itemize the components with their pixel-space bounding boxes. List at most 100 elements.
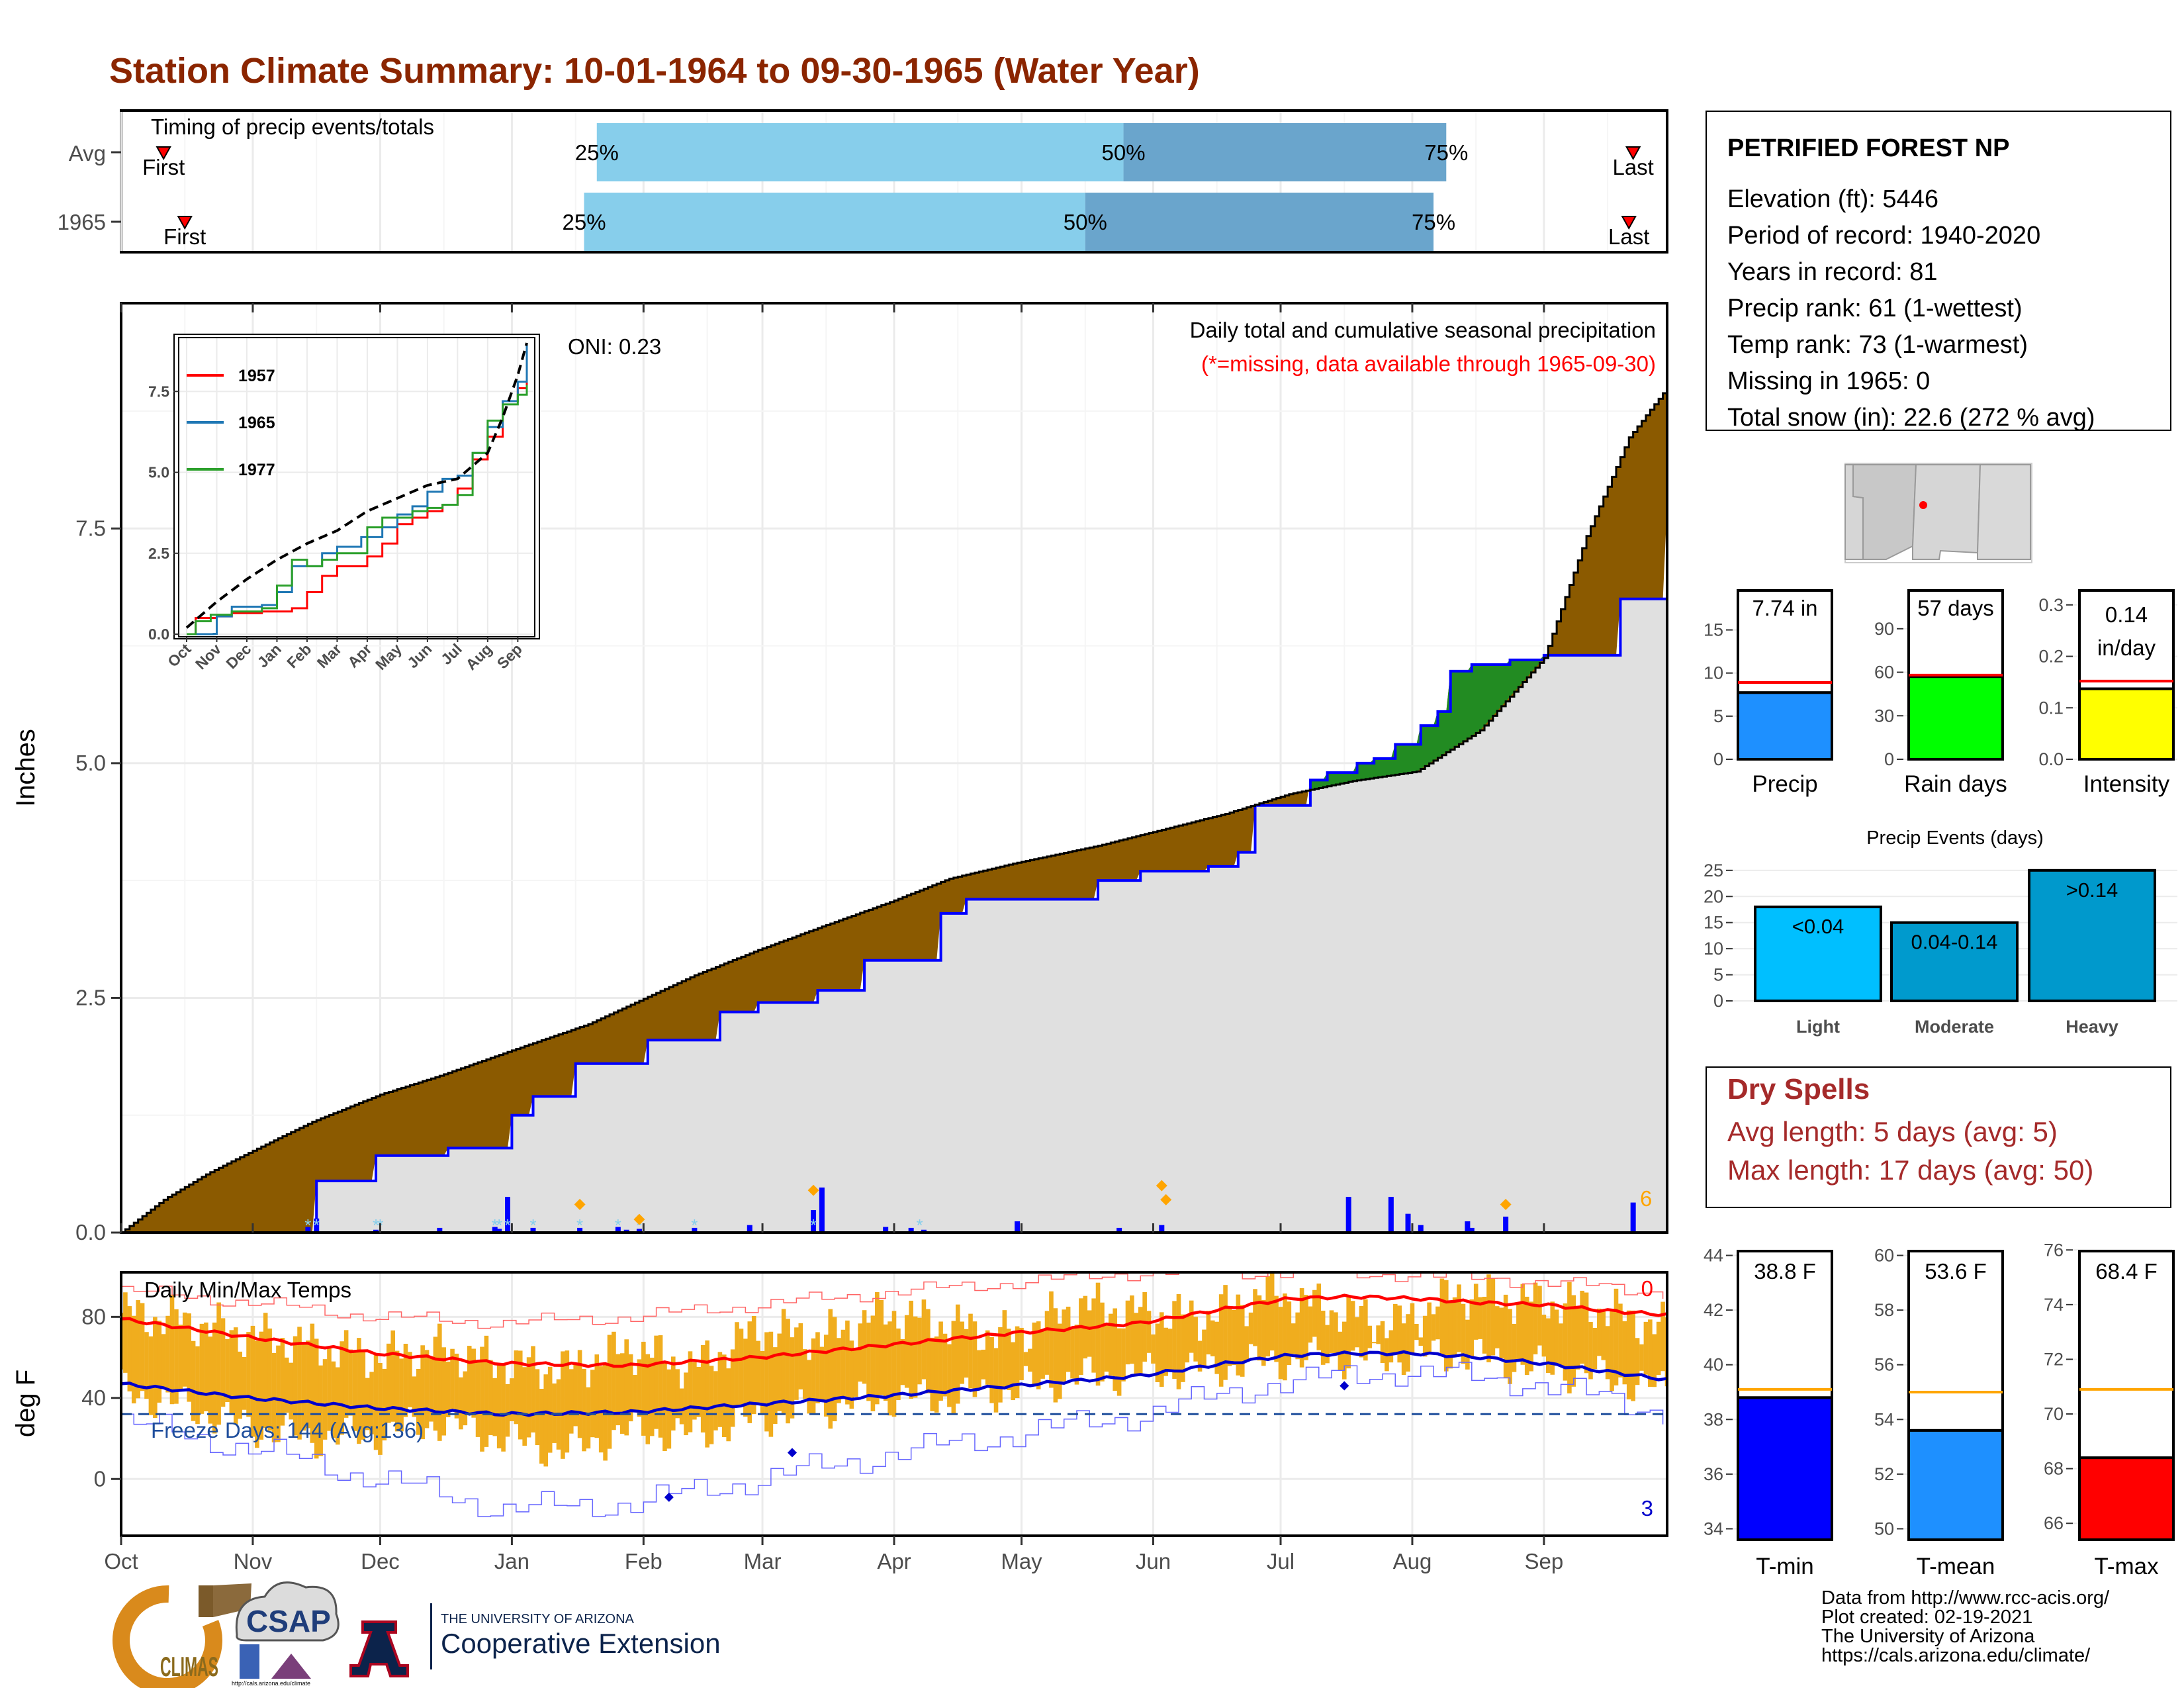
station-line: Years in record: 81 xyxy=(1727,258,1938,286)
inset-average-line xyxy=(185,342,528,629)
mini-y-tick-label: 34 xyxy=(1704,1519,1723,1538)
mini-y-tick-label: 60 xyxy=(1874,663,1894,682)
daily-temp-bar xyxy=(768,1331,774,1437)
mini-y-tick-label: 52 xyxy=(1874,1464,1894,1484)
daily-temp-bar xyxy=(301,1343,306,1431)
daily-temp-bar xyxy=(1062,1309,1067,1382)
daily-temp-bar xyxy=(289,1362,294,1420)
daily-temp-bar xyxy=(721,1354,727,1437)
daily-temp-bar xyxy=(569,1369,574,1434)
daily-temp-bar xyxy=(649,1358,655,1436)
daily-temp-bar xyxy=(1503,1294,1508,1378)
daily-temp-bar xyxy=(1473,1284,1479,1340)
daily-precip-bar xyxy=(1345,1197,1351,1233)
daily-precip-bar xyxy=(908,1227,914,1233)
daily-temp-bar xyxy=(1465,1319,1470,1370)
rain-days-bar xyxy=(1907,675,2004,761)
credit-line: Data from http://www.rcc-acis.org/ xyxy=(1821,1587,2110,1609)
daily-temp-bar xyxy=(832,1317,837,1422)
t-max-value-label: 68.4 F xyxy=(2095,1259,2158,1284)
daily-temp-bar xyxy=(1036,1321,1041,1389)
daily-temp-bar xyxy=(394,1350,400,1432)
daily-temp-bar xyxy=(1002,1310,1007,1389)
daily-temp-bar xyxy=(845,1320,850,1405)
daily-temp-bar xyxy=(735,1322,739,1408)
daily-precip-bar xyxy=(819,1187,825,1233)
daily-temp-bar xyxy=(535,1369,540,1446)
daily-precip-bar xyxy=(373,1229,379,1233)
daily-temp-bar xyxy=(220,1318,226,1407)
daily-temp-bar xyxy=(387,1343,391,1423)
daily-temp-bar xyxy=(1597,1308,1602,1356)
daily-temp-bar xyxy=(424,1350,430,1429)
daily-temp-bar xyxy=(178,1325,183,1391)
temp-y-tick-label: 40 xyxy=(81,1385,106,1410)
daily-temp-bar xyxy=(1197,1340,1203,1372)
inset-y-tick-label: 2.5 xyxy=(148,545,169,562)
daily-temp-bar xyxy=(1028,1348,1032,1372)
daily-temp-bar xyxy=(1338,1331,1343,1371)
daily-temp-bar xyxy=(1567,1282,1572,1393)
daily-temp-bar xyxy=(165,1315,170,1393)
daily-temp-bar xyxy=(658,1335,663,1438)
daily-temp-bar xyxy=(1189,1300,1194,1353)
daily-temp-bar xyxy=(1346,1295,1351,1369)
daily-temp-bar xyxy=(1482,1297,1487,1354)
daily-temp-bar xyxy=(900,1338,905,1385)
daily-temp-bar xyxy=(866,1323,871,1401)
daily-temp-bar xyxy=(1499,1307,1504,1358)
mini-y-tick-label: 68 xyxy=(2044,1459,2064,1479)
daily-temp-bar xyxy=(1232,1309,1236,1366)
daily-precip-bar xyxy=(623,1229,629,1233)
daily-temp-bar xyxy=(382,1368,387,1440)
daily-temp-bar xyxy=(913,1316,918,1398)
daily-temp-bar xyxy=(1202,1329,1206,1367)
daily-temp-bar xyxy=(1053,1308,1058,1403)
snow-marker: * xyxy=(916,1215,923,1235)
avg-cumulative-line xyxy=(121,504,1667,1233)
record-min-line xyxy=(121,1362,1664,1517)
daily-temp-bar xyxy=(1427,1302,1432,1354)
daily-precip-bar xyxy=(530,1227,536,1233)
daily-temp-bar xyxy=(1312,1289,1317,1337)
daily-temp-bar xyxy=(815,1332,820,1403)
station-line: Period of record: 1940-2020 xyxy=(1727,222,2040,250)
daily-temp-bar xyxy=(352,1352,357,1431)
daily-temp-bar xyxy=(654,1335,659,1429)
daily-temp-bar xyxy=(123,1292,128,1373)
daily-temp-bar xyxy=(310,1323,315,1443)
main-y-tick-label: 0.0 xyxy=(75,1220,106,1244)
daily-temp-bar xyxy=(1397,1305,1402,1363)
daily-temp-bar xyxy=(157,1321,162,1403)
daily-temp-bar xyxy=(989,1336,994,1403)
quartile-bar-50-75 xyxy=(1123,123,1447,181)
daily-temp-bar xyxy=(1011,1342,1015,1401)
month-label: Apr xyxy=(877,1549,911,1573)
daily-temp-bar xyxy=(1295,1312,1300,1360)
main-subtitle: Daily total and cumulative seasonal prec… xyxy=(1190,318,1656,342)
daily-temp-bar xyxy=(1431,1314,1436,1341)
daily-temp-bar xyxy=(960,1321,964,1384)
daily-temp-bar xyxy=(628,1354,633,1422)
daily-temp-bar xyxy=(1006,1329,1011,1390)
mini-y-tick-label: 42 xyxy=(1704,1300,1723,1320)
quartile-bar-25-50 xyxy=(596,123,1124,181)
daily-temp-bar xyxy=(1066,1306,1071,1372)
q50-label: 50% xyxy=(1102,140,1146,165)
daily-temp-bar xyxy=(1380,1321,1385,1363)
daily-temp-bar xyxy=(955,1304,960,1404)
snow-marker: * xyxy=(496,1215,502,1235)
daily-temp-bar xyxy=(756,1340,760,1405)
daily-temp-bar xyxy=(786,1319,790,1424)
first-label: First xyxy=(142,155,185,179)
t-mean-label-box xyxy=(1907,1250,2004,1432)
snow-diamond xyxy=(633,1213,645,1225)
daily-temp-bar xyxy=(1571,1295,1576,1387)
daily-temp-bar xyxy=(1490,1278,1496,1356)
daily-temp-bar xyxy=(1134,1313,1139,1375)
climas-wordmark: CLIMAS xyxy=(160,1651,218,1682)
daily-precip-bar xyxy=(811,1209,817,1233)
daily-temp-bar xyxy=(841,1329,846,1397)
daily-temp-bar xyxy=(1019,1327,1024,1380)
daily-temp-bar xyxy=(1605,1326,1610,1380)
